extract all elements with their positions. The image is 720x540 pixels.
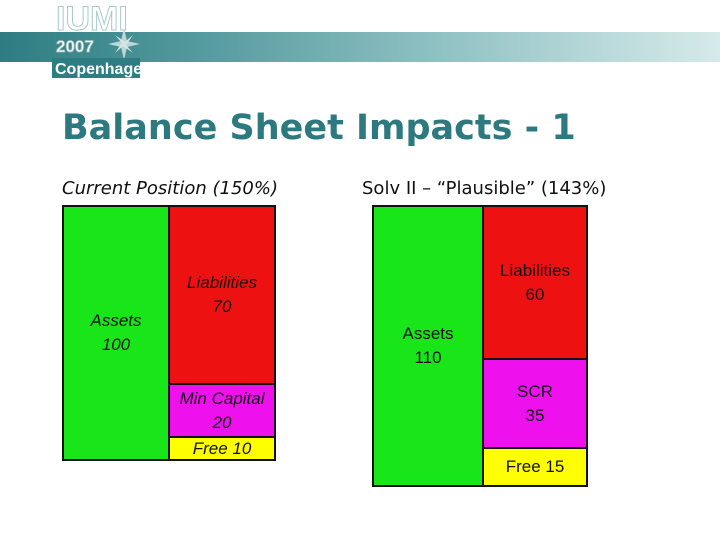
logo-city-text: Copenhagen	[55, 61, 142, 78]
right-free-block: Free 15	[482, 447, 588, 487]
current-position-heading: Current Position (150%)	[62, 178, 278, 199]
iumi-logo: IUMI 2007 Copenhagen	[52, 0, 152, 80]
right-liabilities-name: Liabilities	[500, 260, 570, 280]
left-min-capital-name: Min Capital	[179, 389, 265, 408]
page-title: Balance Sheet Impacts - 1	[62, 108, 576, 148]
left-liabilities-block: Liabilities 70	[168, 205, 276, 385]
logo-iumi-text: IUMI	[56, 0, 128, 38]
left-assets-name: Assets	[90, 311, 142, 330]
right-free-label: Free 15	[505, 457, 565, 476]
compass-star-icon	[108, 28, 140, 60]
right-liabilities-value: 60	[525, 284, 545, 304]
left-assets-value: 100	[101, 335, 131, 354]
solv2-heading: Solv II – “Plausible” (143%)	[362, 178, 607, 199]
right-scr-value: 35	[525, 405, 545, 425]
left-liabilities-name: Liabilities	[187, 273, 257, 292]
left-min-capital-block: Min Capital 20	[168, 383, 276, 438]
left-free-label: Free 10	[192, 438, 252, 458]
left-assets-block: Assets 100	[62, 205, 170, 461]
right-assets-block: Assets 110	[372, 205, 484, 487]
right-assets-value: 110	[414, 348, 442, 367]
right-liabilities-block: Liabilities 60	[482, 205, 588, 360]
logo-year-text: 2007	[56, 37, 94, 56]
right-scr-name: SCR	[517, 381, 553, 401]
logo-city-plate	[52, 58, 140, 78]
left-liabilities-value: 70	[212, 297, 232, 316]
right-scr-block: SCR 35	[482, 358, 588, 449]
left-free-block: Free 10	[168, 436, 276, 461]
right-assets-name: Assets	[402, 324, 454, 343]
iumi-logo-graphic: IUMI 2007 Copenhagen	[52, 0, 152, 78]
left-min-capital-value: 20	[212, 413, 232, 432]
